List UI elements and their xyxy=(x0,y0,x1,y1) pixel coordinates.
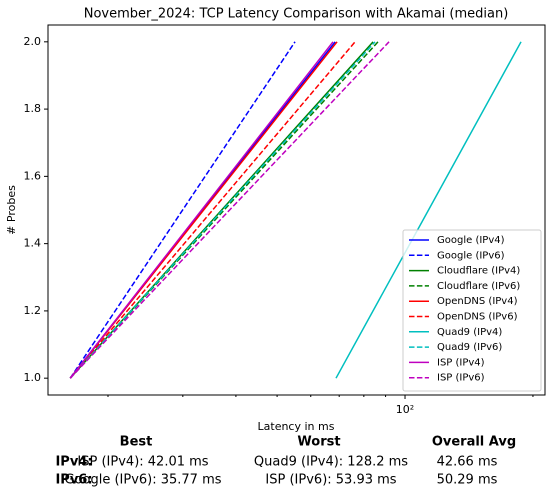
summary-cell: Google (IPv6): 35.77 ms xyxy=(64,473,221,488)
summary-cell: 50.29 ms xyxy=(437,473,498,488)
legend-label: ISP (IPv4) xyxy=(437,357,485,368)
legend-label: Cloudflare (IPv6) xyxy=(437,281,520,292)
summary-cell: Quad9 (IPv4): 128.2 ms xyxy=(254,455,408,470)
legend-label: OpenDNS (IPv4) xyxy=(437,296,518,307)
y-tick-label: 1.0 xyxy=(24,371,42,384)
summary-cell: ISP (IPv6): 53.93 ms xyxy=(265,473,396,488)
y-tick-label: 1.8 xyxy=(24,102,42,115)
summary-row-label: IPv6: xyxy=(55,473,92,488)
x-axis-label: Latency in ms xyxy=(258,420,335,433)
summary-header: Overall Avg xyxy=(432,435,516,450)
series-line xyxy=(69,41,376,379)
series-line xyxy=(69,41,390,379)
y-tick-label: 1.6 xyxy=(24,169,42,182)
y-axis-label: # Probes xyxy=(5,185,18,235)
series-line xyxy=(69,41,356,379)
summary-header: Best xyxy=(120,435,153,450)
summary-cell: 42.66 ms xyxy=(437,455,498,470)
y-tick-label: 2.0 xyxy=(24,35,42,48)
y-tick-label: 1.2 xyxy=(24,304,42,317)
series-line xyxy=(69,41,296,379)
legend-label: Cloudflare (IPv4) xyxy=(437,266,520,277)
legend-box xyxy=(402,229,542,392)
legend-label: Google (IPv4) xyxy=(437,235,505,246)
legend-label: Quad9 (IPv4) xyxy=(437,327,502,338)
legend-label: OpenDNS (IPv6) xyxy=(437,312,518,323)
series-line xyxy=(69,41,334,379)
legend-label: Quad9 (IPv6) xyxy=(437,342,502,353)
legend-label: Google (IPv6) xyxy=(437,250,505,261)
plot-frame xyxy=(47,24,546,396)
y-tick-label: 1.4 xyxy=(24,237,42,250)
x-tick-label: 10² xyxy=(396,403,414,416)
legend-label: ISP (IPv6) xyxy=(437,373,485,384)
chart-title: November_2024: TCP Latency Comparison wi… xyxy=(84,7,509,22)
summary-cell: ISP (IPv4): 42.01 ms xyxy=(77,455,208,470)
summary-header: Worst xyxy=(297,435,340,450)
series-line xyxy=(335,41,522,379)
summary-row-label: IPv4: xyxy=(55,455,92,470)
